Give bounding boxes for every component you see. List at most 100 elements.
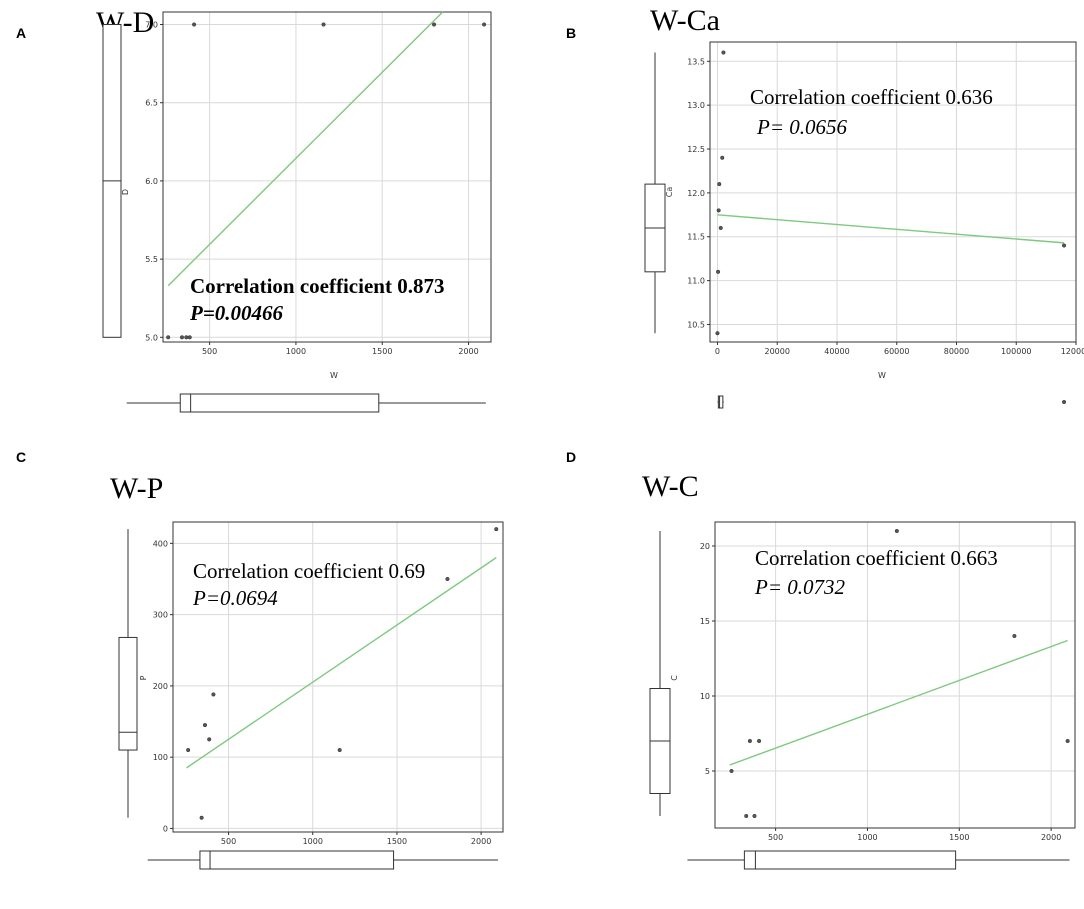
y-tick-label: 10.5 <box>687 320 705 329</box>
data-point <box>716 269 721 274</box>
data-point <box>729 768 734 774</box>
y-tick-label: 20 <box>700 542 710 551</box>
data-point <box>1061 243 1067 248</box>
y-tick-label: 6.0 <box>145 177 158 186</box>
p-value-label: P=0.00466 <box>189 301 284 325</box>
y-boxplot-box <box>118 636 138 751</box>
x-tick-label: 500 <box>768 833 783 842</box>
data-point <box>192 22 197 27</box>
data-point <box>744 813 749 819</box>
y-tick-label: 100 <box>153 753 168 762</box>
y-tick-label: 5 <box>705 767 710 776</box>
data-point <box>720 155 725 160</box>
data-point <box>187 335 192 340</box>
x-tick-label: 100000 <box>1001 347 1032 356</box>
x-boxplot-box <box>743 850 957 870</box>
data-point <box>1065 738 1070 744</box>
panel-c: CW-P5001000150020000100200300400WPCorrel… <box>16 449 504 870</box>
x-tick-label: 120000 <box>1061 347 1084 356</box>
y-tick-label: 10 <box>700 692 710 701</box>
y-tick-label: 6.5 <box>145 99 158 108</box>
y-tick-label: 13.0 <box>687 101 705 110</box>
panel-letter: B <box>566 25 576 41</box>
plot-frame <box>709 41 1077 343</box>
x-boxplot-outlier <box>1061 399 1067 405</box>
data-point <box>431 22 437 27</box>
y-tick-label: 11.0 <box>687 277 705 286</box>
panel-title: W-Ca <box>650 4 720 37</box>
data-point <box>752 813 757 819</box>
x-tick-label: 60000 <box>884 347 909 356</box>
x-tick-label: 1000 <box>303 837 323 846</box>
data-point <box>199 815 204 820</box>
x-tick-label: 1000 <box>857 833 877 842</box>
x-tick-label: 2000 <box>1041 833 1061 842</box>
x-boxplot-box <box>179 393 380 413</box>
data-point <box>337 747 342 753</box>
data-point <box>202 723 208 728</box>
y-axis-label: Ca <box>665 187 674 198</box>
x-tick-label: 80000 <box>944 347 969 356</box>
correlation-label: Correlation coefficient 0.663 <box>755 546 998 570</box>
x-tick-label: 500 <box>202 347 217 356</box>
y-tick-label: 0 <box>163 824 168 833</box>
x-tick-label: 40000 <box>824 347 849 356</box>
data-point <box>747 738 752 744</box>
panel-letter: D <box>566 449 576 465</box>
y-tick-label: 5.0 <box>145 333 158 342</box>
y-tick-label: 12.0 <box>687 189 705 198</box>
data-point <box>494 527 499 532</box>
data-point <box>482 22 487 27</box>
x-tick-label: 2000 <box>458 347 478 356</box>
data-point <box>207 737 212 742</box>
y-tick-label: 300 <box>153 611 168 620</box>
fit-line <box>167 11 444 287</box>
data-point <box>445 576 450 582</box>
data-point <box>715 331 720 336</box>
x-boxplot-box <box>717 395 724 409</box>
panel-letter: C <box>16 449 26 465</box>
x-tick-label: 1500 <box>949 833 969 842</box>
y-axis-label: C <box>670 675 679 681</box>
panel-b: B W-Ca 0 20000 40000 60000 80000 100000 120000 10… <box>566 4 1084 409</box>
data-point <box>757 738 762 744</box>
data-point <box>166 335 171 340</box>
x-tick-label: 0 <box>715 347 720 356</box>
data-point <box>211 692 216 697</box>
plot-frame <box>714 521 1076 829</box>
data-point <box>186 747 191 753</box>
y-tick-label: 15 <box>700 617 710 626</box>
plot-frame <box>172 521 504 833</box>
fit-line <box>717 214 1065 244</box>
x-boxplot-box <box>199 850 395 870</box>
correlation-label: Correlation coefficient 0.636 <box>750 85 993 109</box>
data-point <box>717 182 722 187</box>
p-value-label: P= 0.0732 <box>754 575 845 599</box>
data-point <box>894 528 899 534</box>
x-axis-label: W <box>878 371 886 380</box>
fit-line <box>186 557 497 769</box>
correlation-label: Correlation coefficient 0.873 <box>190 274 444 298</box>
y-axis-label: D <box>121 189 130 195</box>
x-tick-label: 1000 <box>286 347 306 356</box>
data-point <box>718 225 723 231</box>
plot-frame <box>162 11 492 343</box>
x-tick-label: 1500 <box>372 347 392 356</box>
x-tick-label: 1500 <box>387 837 407 846</box>
data-point <box>321 22 326 27</box>
y-tick-label: 11.5 <box>687 233 705 242</box>
data-point <box>184 335 189 340</box>
x-axis-label: W <box>330 371 338 380</box>
data-point <box>721 50 726 55</box>
data-point <box>179 335 185 340</box>
x-tick-label: 20000 <box>764 347 789 356</box>
p-value-label: P=0.0694 <box>192 586 278 610</box>
y-tick-label: 13.5 <box>687 57 705 66</box>
x-tick-label: 500 <box>221 837 236 846</box>
y-tick-label: 400 <box>153 539 168 548</box>
panel-title: W-C <box>642 470 699 503</box>
y-axis-label: P <box>139 675 148 680</box>
y-tick-label: 12.5 <box>687 145 705 154</box>
